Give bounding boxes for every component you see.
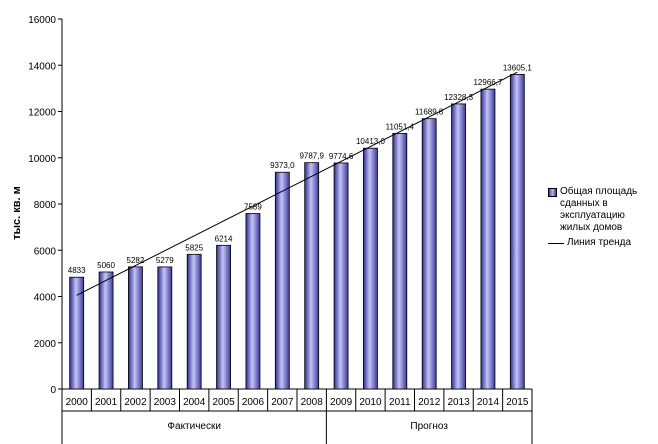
y-tick-label: 8000 xyxy=(34,200,57,211)
data-label: 7589 xyxy=(244,203,262,212)
x-tick-label: 2004 xyxy=(183,397,206,408)
bar xyxy=(186,253,202,390)
data-label: 12966,7 xyxy=(473,78,502,87)
bar xyxy=(128,266,143,390)
data-label: 5060 xyxy=(97,261,115,270)
y-axis-label: тыс. кв. м xyxy=(11,186,23,240)
bar xyxy=(98,271,114,390)
x-tick-label: 2003 xyxy=(154,397,177,408)
x-tick-label: 2006 xyxy=(242,397,265,408)
trend-line-swatch-icon xyxy=(548,243,564,244)
legend-label-trend: Линия тренда xyxy=(567,237,632,248)
y-tick-label: 6000 xyxy=(34,246,57,257)
x-tick-label: 2009 xyxy=(330,397,353,408)
trend-line xyxy=(76,71,518,296)
group-label: Прогноз xyxy=(410,421,448,432)
data-label: 4833 xyxy=(68,266,86,275)
x-tick-label: 2010 xyxy=(359,397,382,408)
data-label: 5282 xyxy=(127,256,145,265)
x-tick-label: 2012 xyxy=(418,397,441,408)
x-tick-label: 2008 xyxy=(301,397,324,408)
legend-item-bars: Общая площадь сданных в эксплуатацию жил… xyxy=(548,186,656,234)
bar xyxy=(392,133,408,390)
data-label: 10413,0 xyxy=(356,137,385,146)
legend-label-bars: Общая площадь сданных в эксплуатацию жил… xyxy=(560,186,638,233)
bar xyxy=(509,73,525,390)
data-label: 5825 xyxy=(185,243,203,252)
bar xyxy=(304,162,320,390)
bar xyxy=(274,171,290,390)
x-tick-label: 2000 xyxy=(66,397,89,408)
y-tick-label: 0 xyxy=(50,385,56,396)
data-label: 6214 xyxy=(215,234,233,243)
bar xyxy=(245,213,261,390)
data-label: 13605,1 xyxy=(503,63,532,72)
y-tick-label: 2000 xyxy=(34,339,57,350)
bar xyxy=(333,162,349,390)
bar-swatch-icon xyxy=(548,188,557,197)
y-tick-label: 12000 xyxy=(28,108,56,119)
group-label: Фактически xyxy=(167,421,221,432)
x-tick-label: 2013 xyxy=(447,397,470,408)
y-tick-label: 4000 xyxy=(34,293,57,304)
legend: Общая площадь сданных в эксплуатацию жил… xyxy=(548,186,656,252)
legend-item-trend: Линия тренда xyxy=(548,237,656,249)
bar xyxy=(69,276,85,390)
data-label: 9774,6 xyxy=(329,152,354,161)
y-tick-label: 14000 xyxy=(28,61,56,72)
x-tick-label: 2011 xyxy=(389,397,411,408)
x-tick-label: 2005 xyxy=(212,397,235,408)
bar xyxy=(157,266,173,390)
y-tick-label: 10000 xyxy=(28,154,56,165)
bar xyxy=(480,88,496,390)
data-label: 9787,9 xyxy=(299,152,324,161)
x-tick-label: 2014 xyxy=(477,397,500,408)
y-tick-label: 16000 xyxy=(28,15,56,26)
data-label: 5279 xyxy=(156,256,174,265)
data-label: 12328,3 xyxy=(444,93,473,102)
data-label: 11051,4 xyxy=(386,122,415,131)
x-tick-label: 2001 xyxy=(95,397,118,408)
data-label: 11689,8 xyxy=(415,108,444,117)
bar xyxy=(363,147,378,390)
x-tick-label: 2007 xyxy=(271,397,294,408)
bar xyxy=(421,118,437,390)
bar xyxy=(451,103,466,390)
bar xyxy=(216,244,231,390)
data-label: 9373,0 xyxy=(270,161,295,170)
x-tick-label: 2015 xyxy=(506,397,529,408)
x-tick-label: 2002 xyxy=(124,397,147,408)
